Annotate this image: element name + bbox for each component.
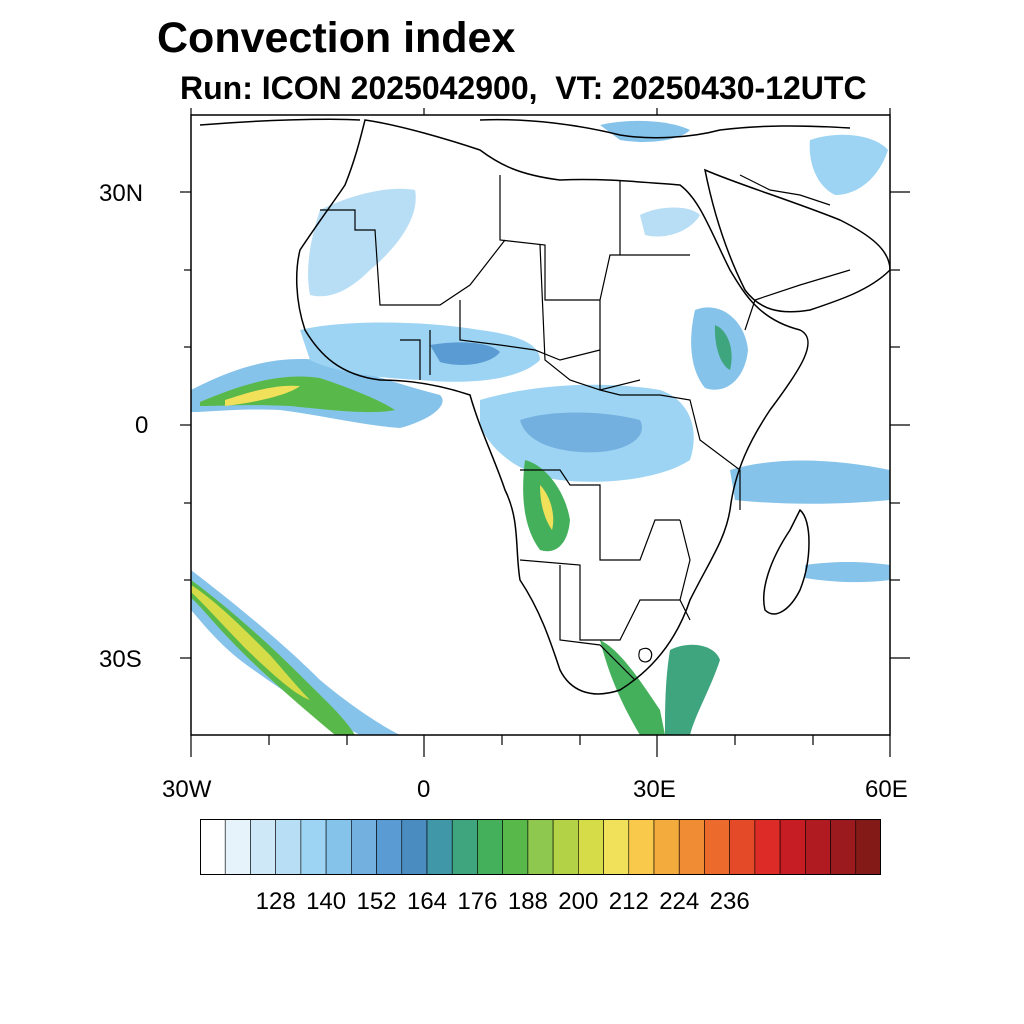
border-line: [459, 300, 601, 361]
colorbar-swatch: [351, 819, 377, 875]
convection-area-libya: [640, 207, 700, 237]
colorbar-swatch: [401, 819, 428, 875]
colorbar-label: 140: [306, 888, 347, 915]
convection-core-west-africa: [430, 342, 500, 365]
colorbar-swatch: [224, 819, 251, 875]
lon-label-30e: 30E: [633, 776, 676, 803]
lat-label-0: 0: [135, 412, 149, 439]
colorbar-swatch: [502, 819, 529, 875]
border-line: [320, 209, 506, 306]
border-line: [539, 244, 641, 391]
colorbar-swatch: [754, 819, 781, 875]
lat-label-30n: 30N: [99, 180, 144, 207]
borders: [320, 174, 851, 681]
colorbar-label: 200: [558, 888, 599, 915]
colorbar-label: 224: [659, 888, 700, 915]
convection-peak-itcz: [225, 385, 300, 406]
colorbar-swatch: [200, 819, 226, 875]
border-line: [499, 175, 690, 301]
convection-area-south-atlantic: [191, 570, 400, 735]
border-line: [520, 469, 680, 561]
colorbar-outline: [200, 819, 881, 875]
convection-area-northwest: [308, 188, 416, 297]
colorbar-swatch: [300, 819, 327, 875]
convection-area-mediterranean: [600, 120, 690, 142]
colorbar-swatch: [275, 819, 302, 875]
colorbar-swatch: [376, 819, 403, 875]
convection-core-south-atlantic: [191, 580, 355, 735]
convection-area-mozambique-channel: [665, 644, 720, 735]
colorbar-swatch: [527, 819, 554, 875]
border-line: [679, 519, 691, 601]
lon-label-60e: 60E: [865, 776, 908, 803]
colorbar-swatch: [325, 819, 352, 875]
colorbar-swatch: [603, 819, 630, 875]
colorbar-swatch: [578, 819, 604, 875]
border-line: [744, 269, 851, 331]
arabia-coastline: [703, 168, 890, 313]
colorbar-swatch: [805, 819, 831, 875]
colorbar-label: 164: [406, 888, 448, 915]
convection-area-south-indian: [805, 561, 890, 583]
convection-area-indian-ocean: [730, 460, 890, 504]
colorbar-swatch: [426, 819, 453, 875]
axis-ticks: [180, 108, 910, 757]
colorbar-label: 128: [255, 888, 296, 915]
colorbar-label: 236: [709, 888, 750, 915]
colorbar-swatch: [678, 819, 705, 875]
border-line: [400, 330, 431, 380]
africa-coastline: [295, 119, 809, 695]
convection-peak-south-atlantic: [191, 585, 310, 700]
lat-label-30s: 30S: [99, 646, 142, 673]
border-line: [638, 647, 653, 663]
convection-field: [191, 120, 890, 735]
colorbar-label: 188: [507, 888, 548, 915]
convection-core-itcz: [200, 376, 395, 413]
colorbar-swatch: [779, 819, 806, 875]
colorbar-swatch: [704, 819, 730, 875]
convection-core-congo: [520, 412, 642, 453]
colorbar-swatch: [729, 819, 756, 875]
europe-coastline: [199, 118, 851, 139]
colorbar-swatch: [855, 819, 881, 875]
chart-title: Convection index: [157, 14, 516, 62]
colorbar-swatch: [628, 819, 655, 875]
lon-label-30w: 30W: [162, 776, 212, 803]
colorbar-swatch: [451, 819, 478, 875]
madagascar-coastline: [763, 508, 810, 615]
border-line: [599, 300, 741, 510]
convection-area-southeast: [600, 640, 665, 735]
coastlines: [199, 118, 890, 695]
convection-peak-angola: [540, 485, 554, 530]
colorbar-label: 176: [457, 888, 498, 915]
colorbar-label: 152: [356, 888, 397, 915]
colorbar-swatch: [653, 819, 680, 875]
chart-subtitle: Run: ICON 2025042900, VT: 20250430-12UTC: [180, 70, 867, 106]
convection-area-arabia: [809, 134, 888, 195]
colorbar: [200, 819, 881, 875]
colorbar-swatch: [552, 819, 579, 875]
border-line: [559, 565, 636, 681]
lon-label-0: 0: [417, 776, 431, 803]
colorbar-swatch: [477, 819, 503, 875]
border-line: [739, 174, 831, 206]
convection-core-ethiopia: [714, 325, 732, 370]
colorbar-swatch: [830, 819, 857, 875]
colorbar-swatch: [250, 819, 276, 875]
colorbar-label: 212: [608, 888, 649, 915]
